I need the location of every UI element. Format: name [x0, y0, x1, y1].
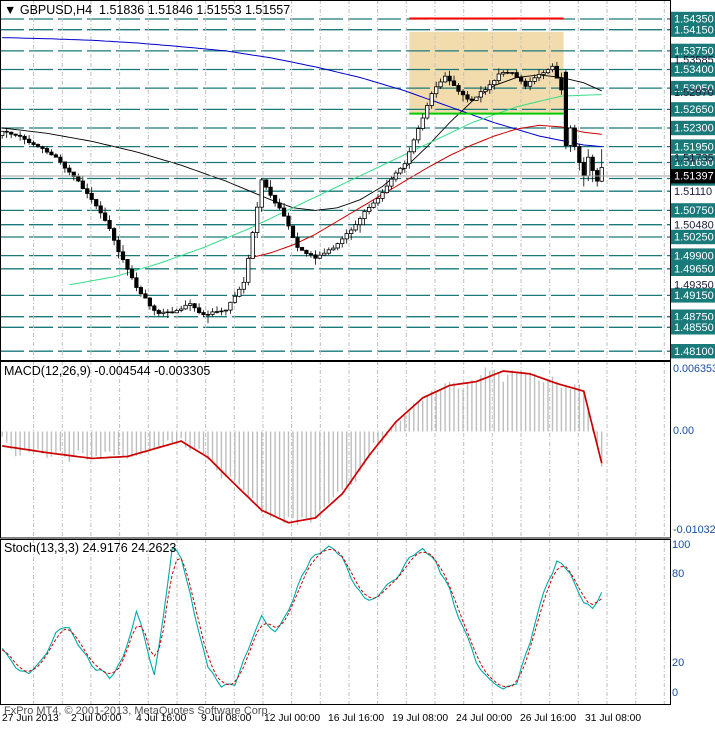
svg-text:1.52300: 1.52300	[674, 123, 714, 135]
svg-text:1.48550: 1.48550	[674, 322, 714, 334]
svg-text:0: 0	[672, 687, 678, 699]
svg-text:-0.010328: -0.010328	[673, 524, 715, 536]
svg-text:1.52970: 1.52970	[674, 87, 714, 99]
svg-text:20: 20	[672, 657, 684, 669]
svg-text:1.49150: 1.49150	[674, 290, 714, 302]
svg-text:1.50750: 1.50750	[674, 205, 714, 217]
svg-text:1.50480: 1.50480	[674, 219, 714, 231]
svg-text:1.49900: 1.49900	[674, 250, 714, 262]
svg-text:1.50250: 1.50250	[674, 232, 714, 244]
svg-text:80: 80	[672, 568, 684, 580]
svg-text:1.48100: 1.48100	[674, 346, 714, 358]
svg-text:1.54150: 1.54150	[674, 24, 714, 36]
svg-text:1.51397: 1.51397	[674, 171, 714, 183]
svg-text:1.49650: 1.49650	[674, 264, 714, 276]
svg-text:1.51950: 1.51950	[674, 141, 714, 153]
svg-text:1.51735: 1.51735	[674, 153, 714, 165]
svg-text:1.53585: 1.53585	[674, 54, 714, 66]
svg-text:1.51110: 1.51110	[674, 186, 712, 198]
svg-text:0.00: 0.00	[673, 425, 694, 437]
svg-text:0.006353: 0.006353	[673, 363, 715, 375]
svg-text:1.52650: 1.52650	[674, 104, 714, 116]
svg-text:1.49350: 1.49350	[674, 280, 714, 292]
svg-text:100: 100	[672, 539, 690, 551]
